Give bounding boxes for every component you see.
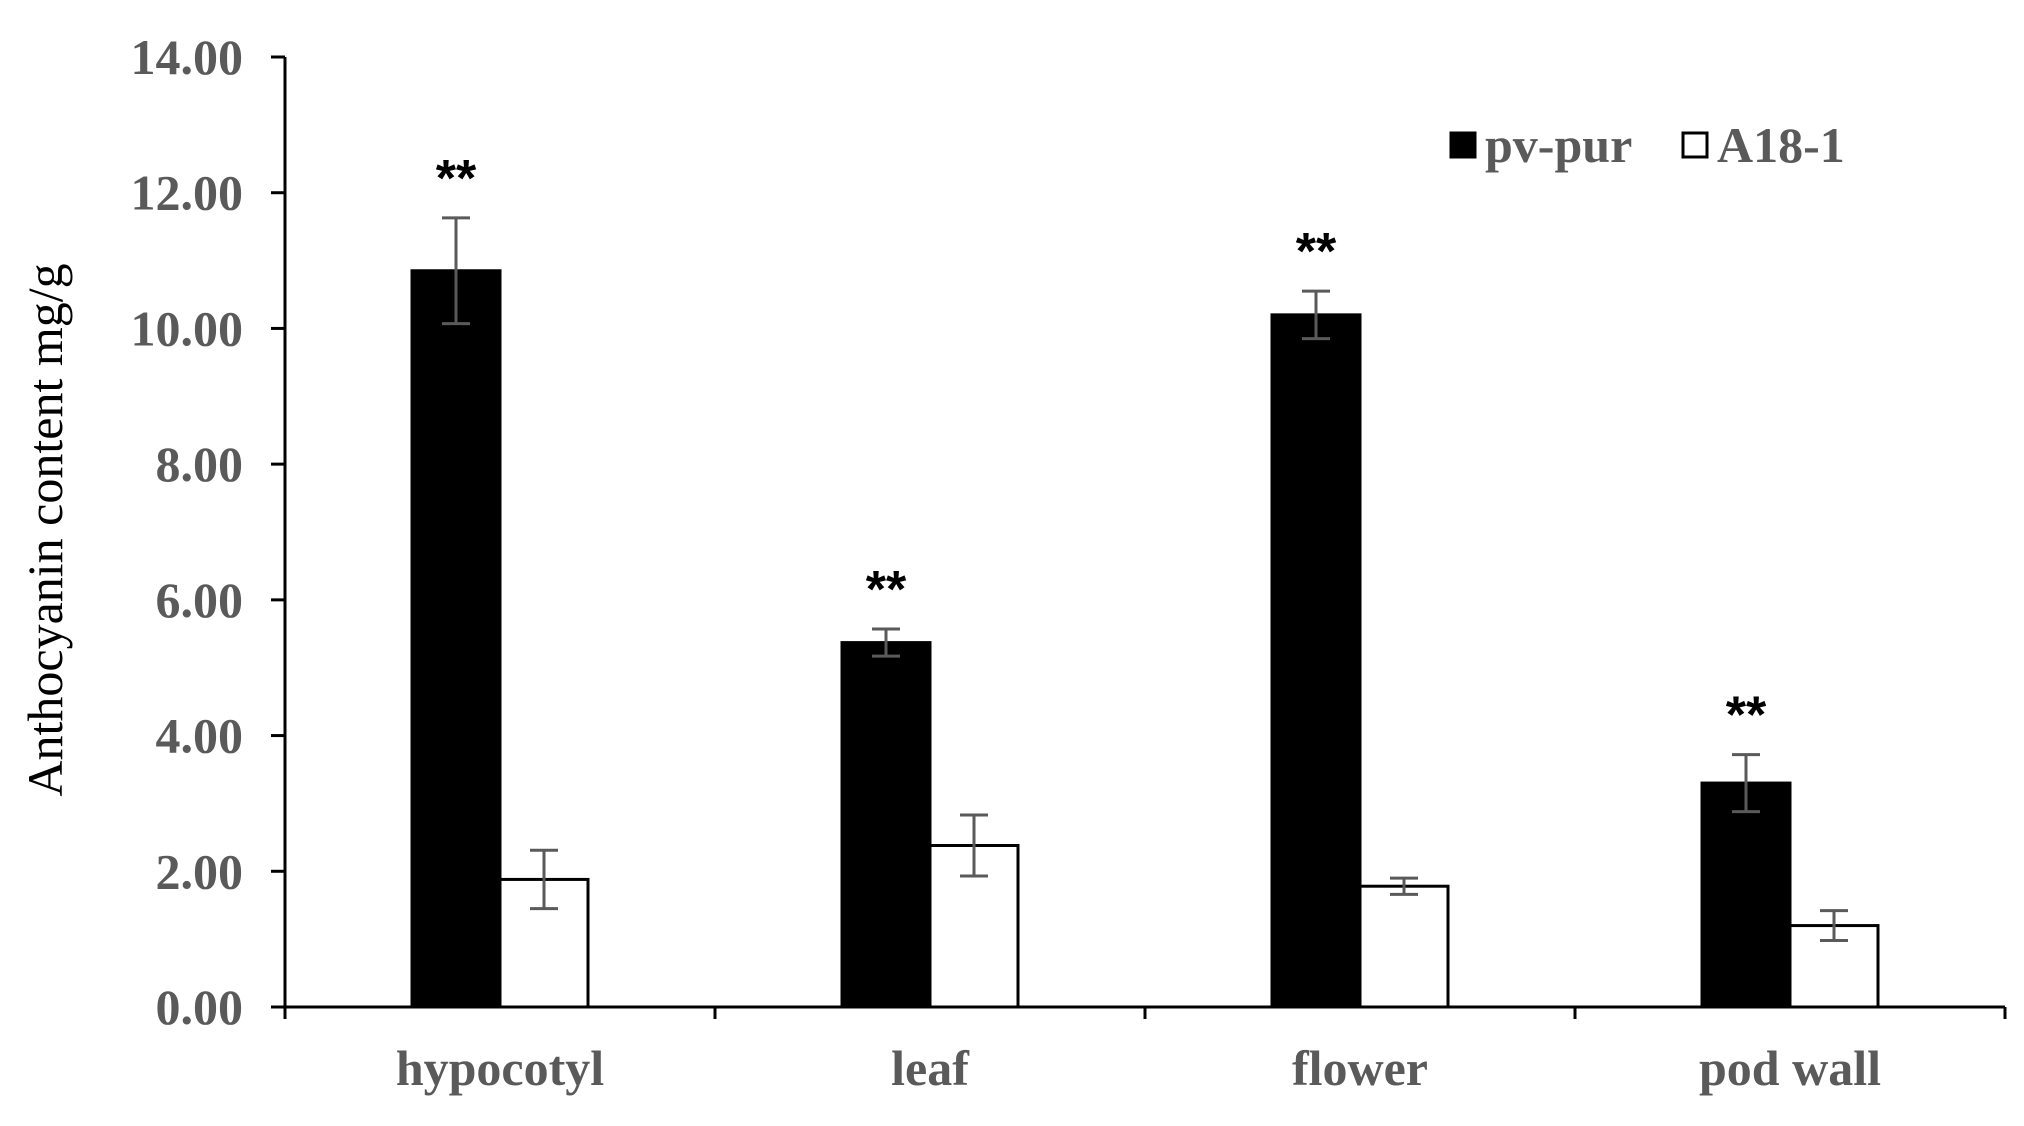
y-tick-label: 0.00 [156,979,244,1035]
legend-swatch [1449,131,1477,159]
error-bars [442,216,1848,942]
significance-label: ** [1296,223,1337,281]
y-tick-label: 10.00 [131,300,244,356]
x-tick-label: flower [1292,1040,1428,1096]
bar [1270,313,1362,1009]
y-tick-label: 6.00 [156,572,244,628]
x-tick-label: hypocotyl [396,1040,604,1096]
bar [410,269,502,1009]
significance-label: ** [866,561,907,619]
significance-label: ** [436,150,477,208]
y-axis: 0.00 2.00 4.00 6.00 8.00 10.00 12.00 14.00 [131,29,287,1035]
y-axis-label: Anthocyanin content mg/g [17,263,73,796]
legend-label: A18-1 [1717,117,1845,173]
bars [410,269,1880,1009]
y-tick-label: 8.00 [156,436,244,492]
significance-annotations: ** ** ** ** [436,150,1767,745]
y-tick-label: 14.00 [131,29,244,85]
y-tick-label: 2.00 [156,843,244,899]
legend-swatch [1681,131,1709,159]
x-tick-label: pod wall [1699,1040,1881,1096]
bar [840,641,932,1009]
significance-label: ** [1726,687,1767,745]
legend: pv-pur A18-1 [1449,117,1845,173]
y-tick-label: 12.00 [131,165,244,221]
bar [1700,781,1792,1009]
y-tick-label: 4.00 [156,708,244,764]
x-axis: hypocotyl leaf flower pod wall [283,1005,2007,1096]
bar [1358,884,1450,1009]
x-tick-label: leaf [891,1040,970,1096]
legend-label: pv-pur [1485,117,1632,173]
